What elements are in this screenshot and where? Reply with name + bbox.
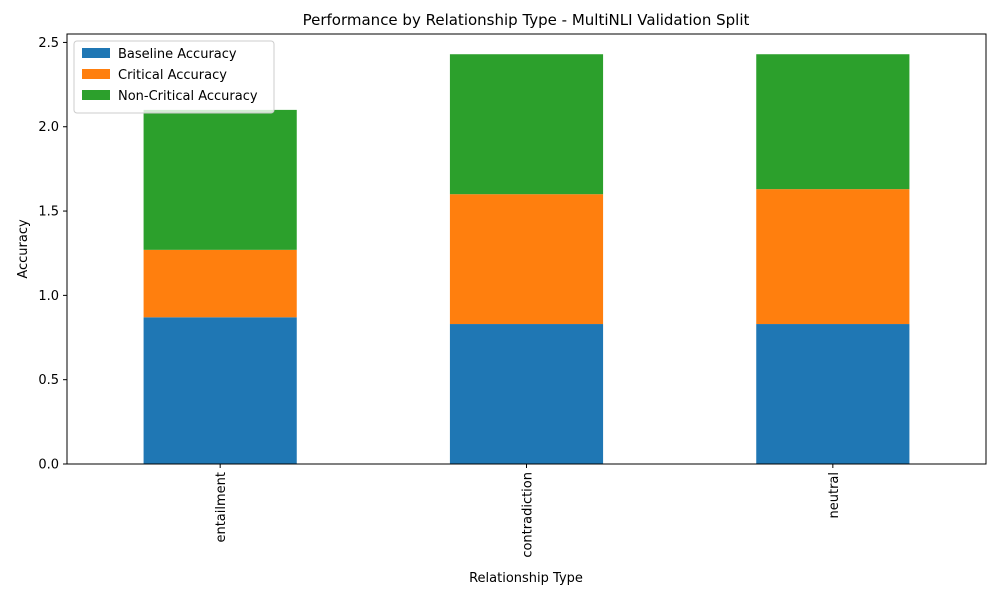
bar-entailment-series-3 bbox=[143, 109, 297, 250]
y-tick-label: 0.0 bbox=[38, 458, 59, 473]
x-tick-label: neutral bbox=[827, 472, 842, 519]
bar-entailment-series-2 bbox=[143, 249, 297, 318]
x-axis: entailment contradiction neutral bbox=[214, 464, 842, 558]
bar-contradiction-series-2 bbox=[449, 194, 604, 325]
y-tick-label: 1.0 bbox=[38, 289, 59, 304]
x-tick-label: entailment bbox=[214, 472, 229, 543]
y-axis: 0.0 0.5 1.0 1.5 2.0 2.5 bbox=[38, 36, 67, 473]
legend-label: Critical Accuracy bbox=[118, 68, 227, 83]
legend: Baseline Accuracy Critical Accuracy Non-Cr… bbox=[73, 40, 275, 114]
y-tick-label: 1.5 bbox=[38, 205, 59, 220]
legend-box bbox=[73, 40, 275, 114]
bar-contradiction-series-1 bbox=[449, 324, 604, 464]
bar-entailment-series-1 bbox=[143, 317, 297, 464]
bar-neutral-series-3 bbox=[756, 54, 910, 190]
bars-group bbox=[143, 54, 910, 464]
legend-label: Baseline Accuracy bbox=[118, 47, 237, 62]
bar-contradiction-series-3 bbox=[449, 54, 604, 195]
chart-title: Performance by Relationship Type - Multi… bbox=[303, 11, 750, 29]
y-tick-label: 2.0 bbox=[38, 120, 59, 135]
y-tick-label: 2.5 bbox=[38, 36, 59, 51]
plot-area-frame bbox=[66, 33, 987, 465]
legend-swatch bbox=[82, 48, 110, 58]
x-tick-label: contradiction bbox=[521, 472, 536, 558]
bar-neutral-series-2 bbox=[756, 189, 910, 325]
bar-neutral-series-1 bbox=[756, 324, 910, 464]
legend-swatch bbox=[82, 69, 110, 79]
legend-swatch bbox=[82, 90, 110, 100]
y-tick-label: 0.5 bbox=[38, 373, 59, 388]
legend-label: Non-Critical Accuracy bbox=[118, 89, 258, 104]
x-axis-label: Relationship Type bbox=[469, 571, 583, 586]
y-axis-label: Accuracy bbox=[16, 219, 31, 279]
